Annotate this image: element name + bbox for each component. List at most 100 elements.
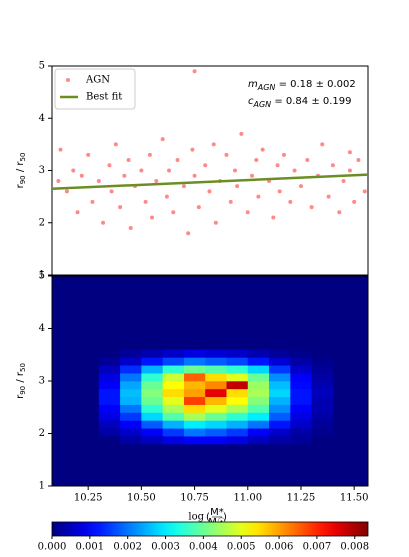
heatmap-cell — [162, 373, 185, 382]
heatmap-cell — [98, 404, 121, 413]
heatmap-cell — [183, 373, 206, 382]
annotation-sub: AGN — [253, 100, 272, 109]
scatter-point — [139, 168, 144, 173]
scatter-point — [309, 205, 314, 210]
y-label-part: / r — [15, 161, 26, 176]
heatmap-cell — [290, 412, 312, 421]
scatter-point — [71, 168, 76, 173]
axes-frame — [51, 275, 369, 487]
scatter-point — [164, 194, 169, 199]
heatmap-cell — [226, 388, 249, 398]
scatter-point — [298, 184, 303, 189]
y-tick-label: 4 — [39, 113, 45, 124]
heatmap-cell — [269, 349, 291, 358]
scatter-point — [190, 147, 195, 152]
heatmap-cell — [183, 357, 206, 366]
annotation: mAGN = 0.18 ± 0.002 — [248, 79, 356, 92]
y-label-sub: 90 — [19, 386, 27, 395]
scatter-point — [356, 158, 361, 163]
y-axis-label: r90 / r50 — [15, 153, 27, 189]
heatmap-cell — [141, 388, 163, 398]
x-tick-label: 11.25 — [287, 493, 316, 504]
x-tick-label: 10.75 — [180, 493, 209, 504]
heatmap-cell — [269, 365, 291, 374]
heatmap-cell — [98, 357, 121, 366]
annotation: cAGN = 0.84 ± 0.199 — [248, 96, 352, 109]
scatter-point — [271, 215, 276, 220]
annotation-sub: AGN — [257, 83, 276, 92]
heatmap-cell — [205, 388, 227, 398]
heatmap-cell — [269, 381, 291, 390]
heatmap-cell — [162, 396, 185, 405]
heatmap-cell — [120, 388, 142, 398]
heatmap-cell — [120, 349, 142, 358]
y-axis-label: r90 / r50 — [15, 363, 27, 399]
scatter-point — [192, 173, 197, 178]
heatmap-cell — [98, 388, 121, 398]
y-tick-label: 1 — [39, 270, 45, 281]
heatmap-cell — [247, 428, 270, 437]
heatmap-cell — [205, 396, 227, 405]
scatter-point — [330, 163, 335, 168]
heatmap-cell — [205, 404, 227, 413]
heatmap-cell — [183, 404, 206, 413]
colorbar-tick-label: 0.007 — [303, 542, 332, 553]
heatmap-cell — [120, 404, 142, 413]
heatmap-cell — [290, 349, 312, 358]
heatmap-cell — [290, 396, 312, 405]
heatmap-cell — [141, 373, 163, 382]
colorbar-tick-label: 0.003 — [151, 542, 180, 553]
scatter-point — [347, 150, 352, 155]
heatmap-cell — [205, 428, 227, 437]
heatmap-cell — [183, 381, 206, 390]
heatmap-cell — [247, 396, 270, 405]
colorbar-tick-label: 0.004 — [189, 542, 218, 553]
heatmap-cell — [247, 420, 270, 429]
scatter-point — [277, 189, 282, 194]
heatmap-cell — [269, 436, 291, 445]
scatter-point — [192, 69, 197, 74]
heatmap-cell — [120, 357, 142, 366]
heatmap-cell — [183, 349, 206, 358]
heatmap-cell — [141, 365, 163, 374]
scatter-point — [245, 210, 250, 215]
scatter-point — [254, 158, 259, 163]
heatmap-cell — [226, 420, 249, 429]
heatmap-cell — [162, 436, 185, 445]
colorbar-tick-label: 0.000 — [38, 542, 67, 553]
heatmap-cell — [120, 381, 142, 390]
annotation-text: = 0.84 ± 0.199 — [271, 96, 351, 107]
heatmap-cell — [162, 428, 185, 437]
heatmap-cell — [162, 420, 185, 429]
heatmap-cell — [311, 357, 334, 366]
heatmap-cell — [269, 357, 291, 366]
heatmap-cell — [98, 396, 121, 405]
annotation-symbol: m — [248, 79, 258, 90]
scatter-point — [326, 194, 331, 199]
scatter-point — [347, 168, 352, 173]
scatter-point — [128, 225, 133, 230]
heatmap-cell — [247, 357, 270, 366]
legend-box — [54, 68, 136, 110]
scatter-point — [118, 205, 123, 210]
heatmap-cell — [141, 349, 163, 358]
heatmap-cell — [162, 388, 185, 398]
scatter-point — [260, 147, 265, 152]
heatmap-cell — [247, 373, 270, 382]
heatmap-cell — [205, 373, 227, 382]
heatmap-cell — [226, 365, 249, 374]
heatmap-cell — [141, 412, 163, 421]
heatmap-cell — [98, 349, 121, 358]
heatmap-cell — [269, 396, 291, 405]
heatmap-cell — [311, 420, 334, 429]
scatter-point — [256, 194, 261, 199]
scatter-point — [362, 189, 367, 194]
x-label-paren: ( — [206, 512, 210, 523]
heatmap-cell — [141, 404, 163, 413]
heatmap-cell — [162, 412, 185, 421]
scatter-point — [281, 152, 286, 157]
heatmap-cell — [290, 388, 312, 398]
x-label-paren: ) — [223, 512, 227, 523]
heatmap-cell — [141, 420, 163, 429]
